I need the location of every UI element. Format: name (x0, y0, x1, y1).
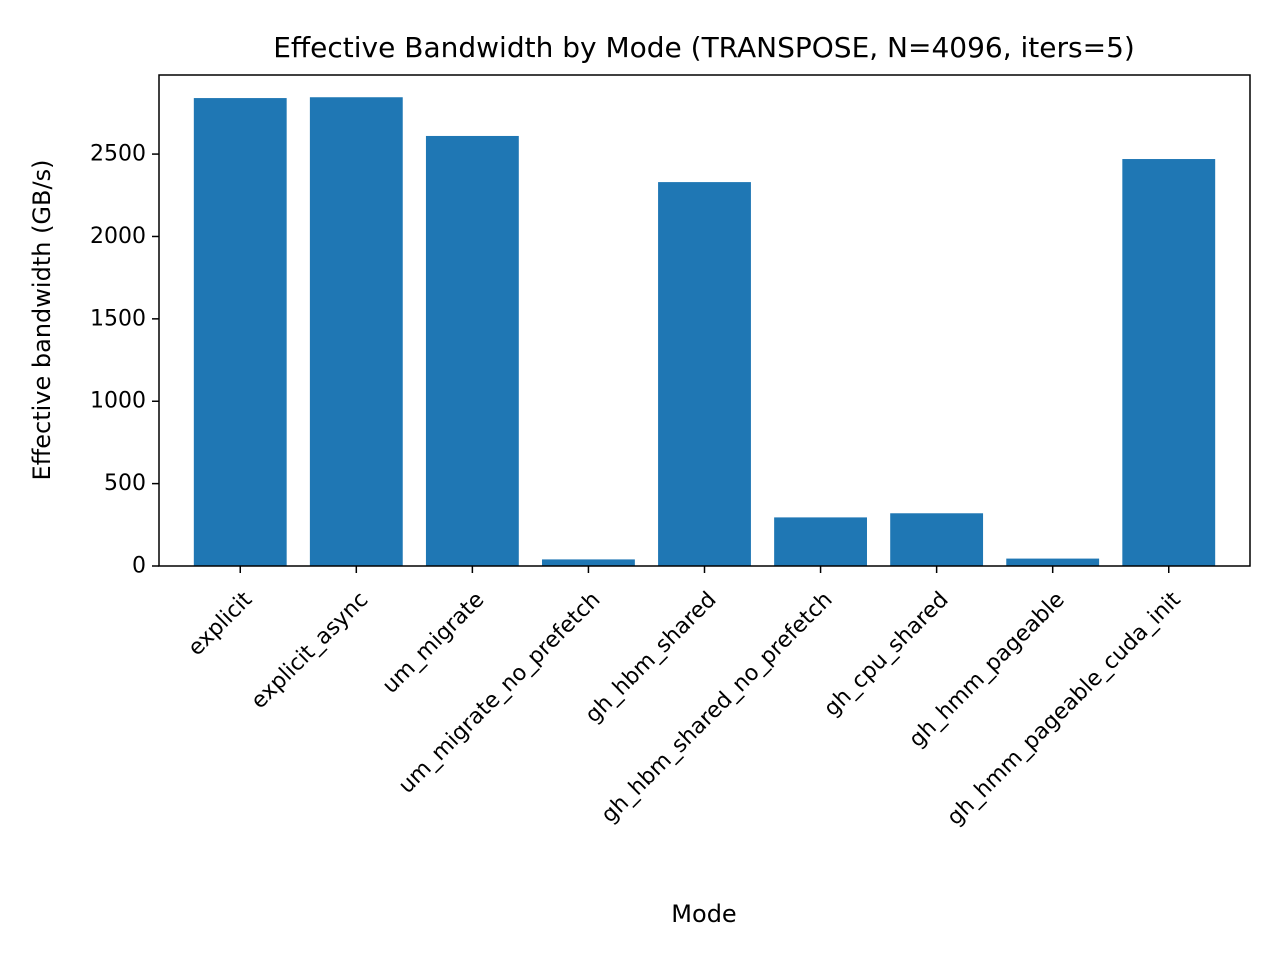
x-tick-label: explicit_async (247, 587, 374, 714)
y-axis: 0 500 1000 1500 2000 2500 (90, 142, 159, 579)
x-tick-label: explicit (184, 587, 258, 661)
y-tick-label: 2000 (90, 224, 146, 249)
bar-gh_hmm_pageable_cuda_init (1122, 159, 1216, 566)
bar-um_migrate (425, 135, 519, 567)
bar-explicit_async (309, 97, 403, 566)
y-tick-label: 2500 (90, 142, 146, 167)
x-axis-label: Mode (671, 900, 736, 928)
bar-explicit (193, 98, 287, 567)
chart-title: Effective Bandwidth by Mode (TRANSPOSE, … (273, 31, 1135, 64)
y-tick-label: 0 (132, 554, 146, 579)
y-tick-label: 1000 (90, 389, 146, 414)
y-tick-label: 1500 (90, 306, 146, 331)
bar-gh_hbm_shared_no_prefetch (774, 517, 867, 566)
y-axis-label: Effective bandwidth (GB/s) (28, 160, 56, 481)
bar-gh_hbm_shared (658, 182, 751, 566)
x-tick-label: um_migrate_no_prefetch (394, 587, 605, 798)
plot-frame (158, 74, 1251, 567)
bar-um_migrate_no_prefetch (542, 559, 635, 566)
y-tick-label: 500 (104, 471, 146, 496)
bar-gh_cpu_shared (890, 513, 984, 566)
bar-gh_hmm_pageable (1006, 558, 1100, 566)
x-tick-label: um_migrate (378, 587, 489, 698)
x-tick-label: gh_hbm_shared_no_prefetch (597, 587, 838, 828)
bars-group (193, 97, 1216, 567)
x-tick-label: gh_cpu_shared (819, 587, 953, 721)
x-tick-label: gh_hmm_pageable_cuda_init (942, 587, 1186, 831)
